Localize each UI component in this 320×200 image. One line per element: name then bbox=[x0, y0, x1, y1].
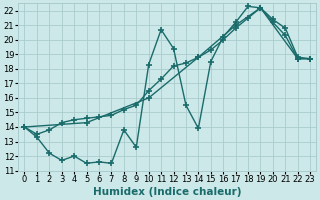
X-axis label: Humidex (Indice chaleur): Humidex (Indice chaleur) bbox=[93, 187, 242, 197]
